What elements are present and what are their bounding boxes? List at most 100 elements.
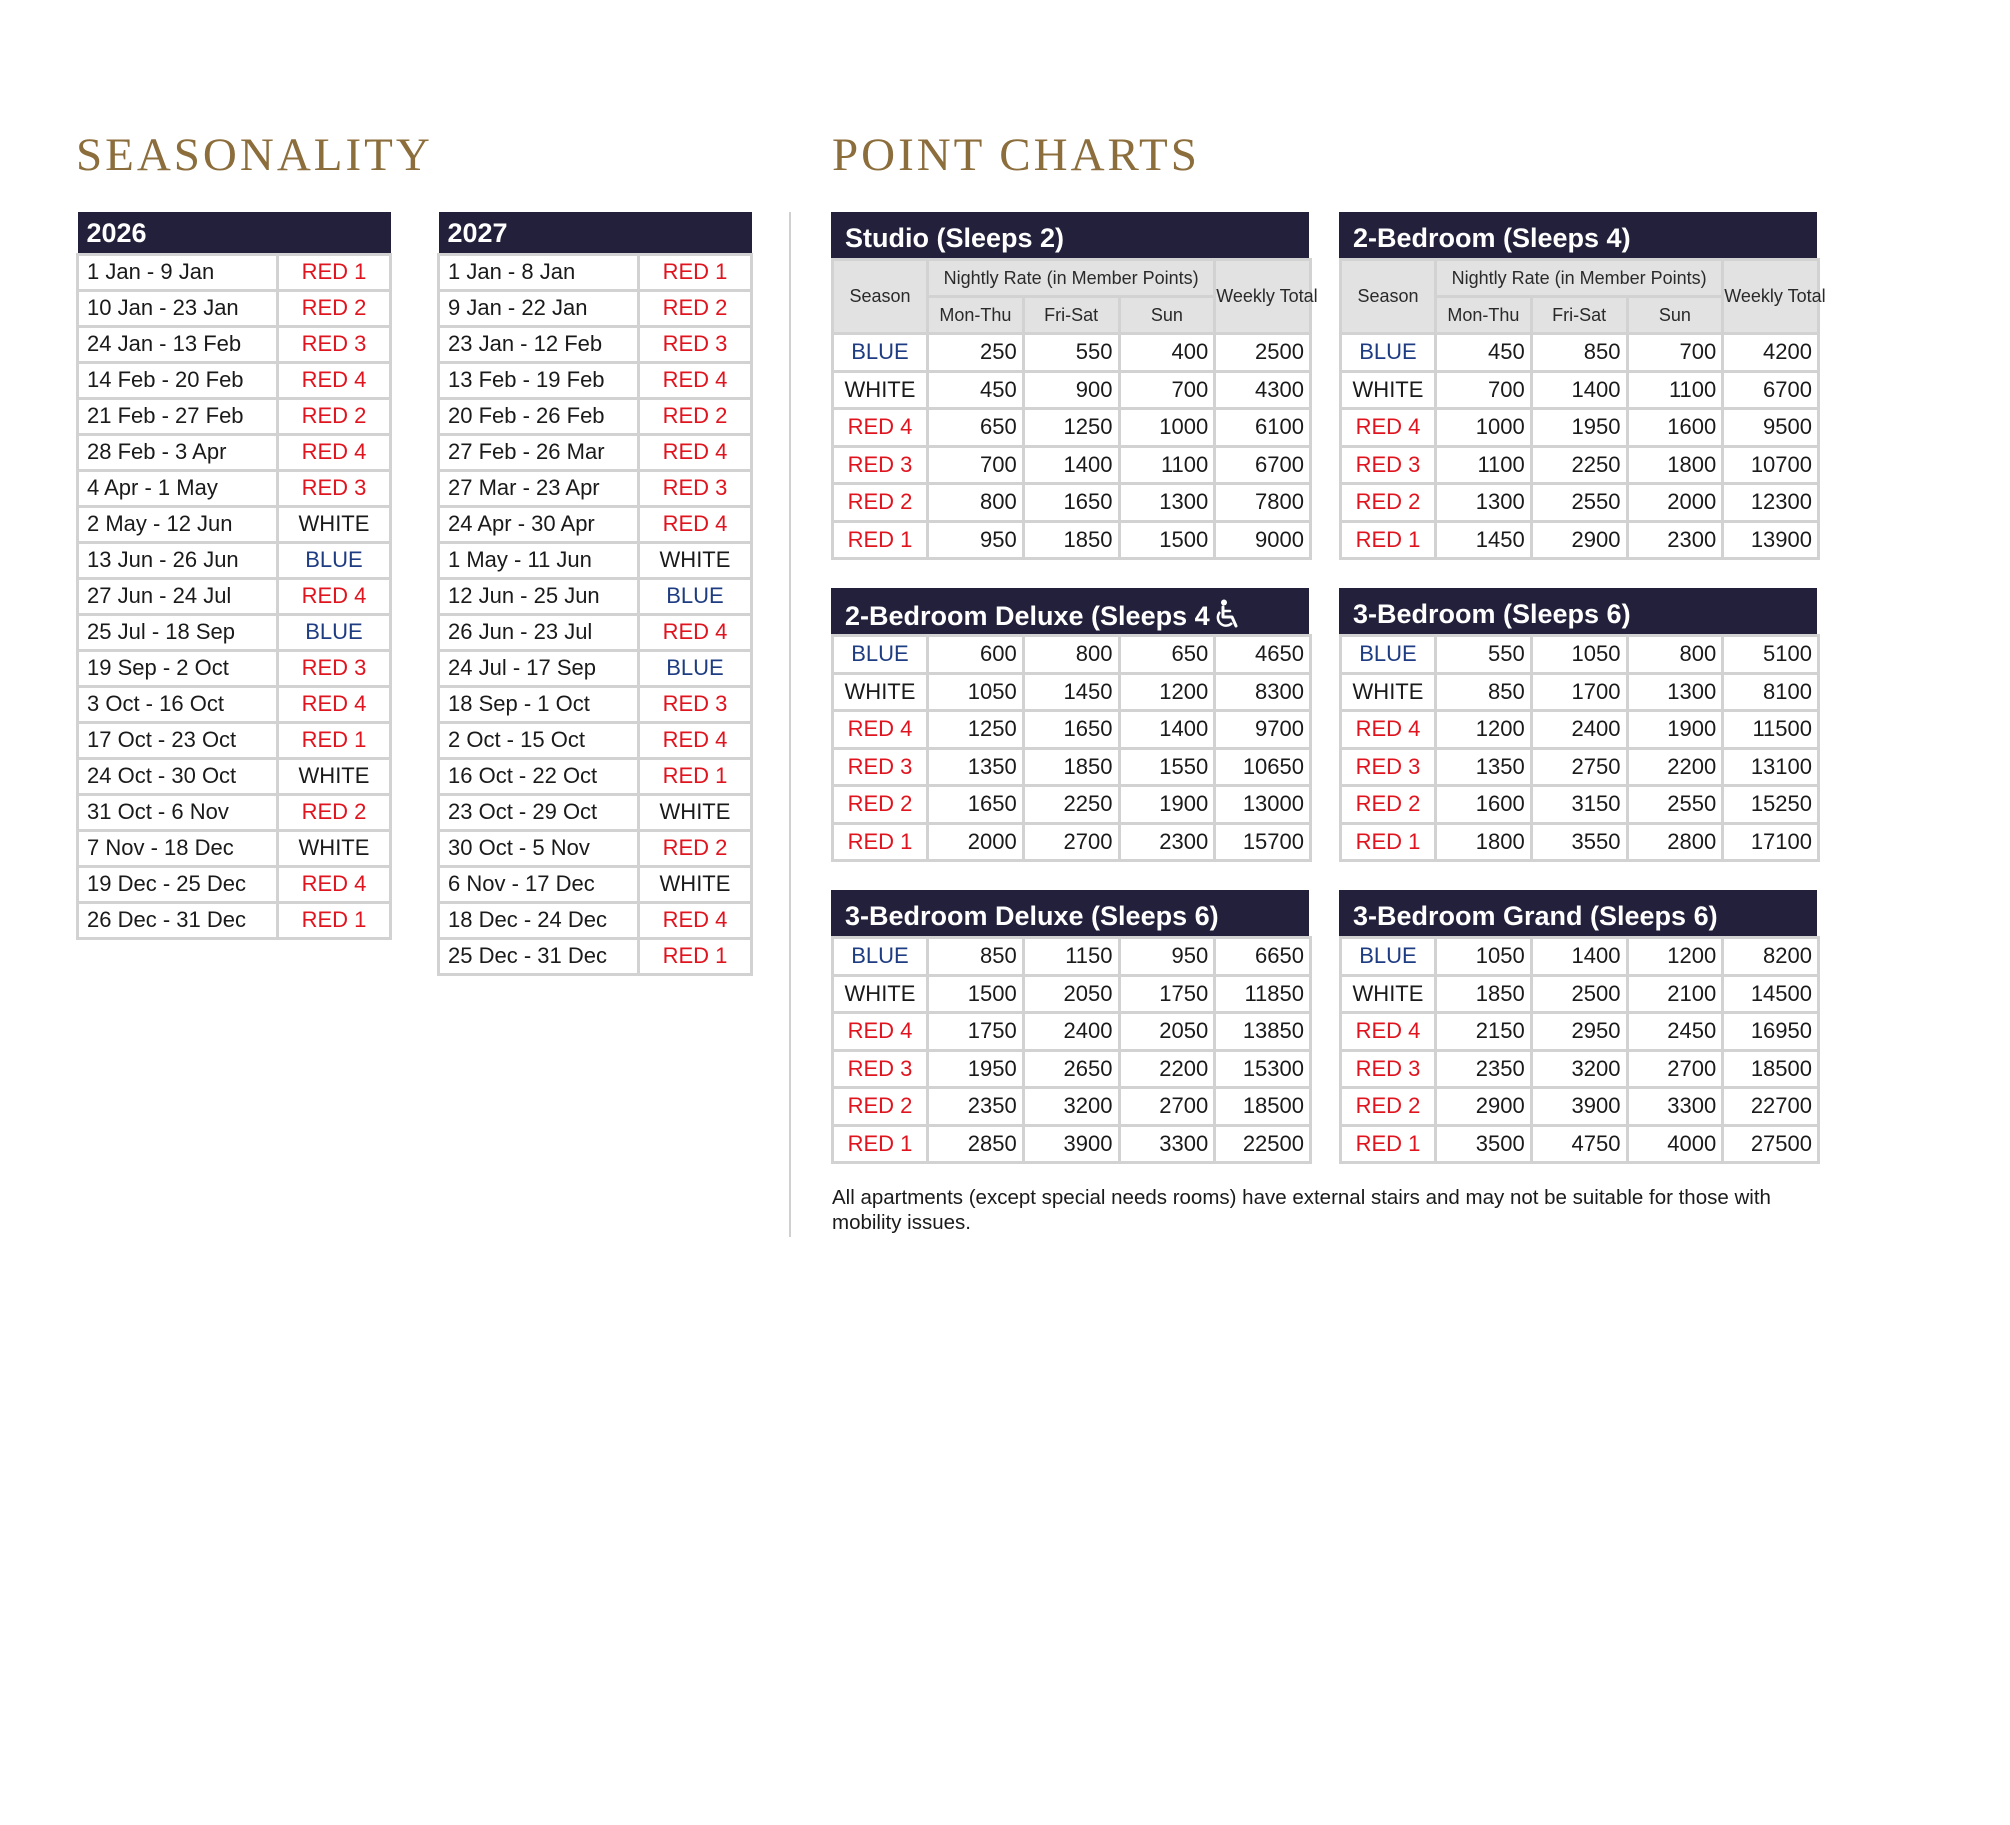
date-range: 27 Jun - 24 Jul: [76, 576, 279, 616]
weekly-total-header: Weekly Total: [1721, 258, 1826, 335]
mon-thu-points: 1100: [1434, 444, 1533, 485]
mon-thu-points: 1450: [1434, 519, 1533, 560]
fri-sat-points: 1150: [1021, 936, 1121, 977]
season-label: WHITE: [276, 504, 392, 544]
date-range: 1 Jan - 8 Jan: [437, 252, 640, 292]
season-label: RED 1: [637, 756, 753, 796]
mon-thu-points: 600: [926, 634, 1025, 675]
mon-thu-points: 250: [926, 332, 1025, 373]
points-table-body: BLUE 450 850 700 4200 WHITE 700 1400 1100 6700 RED…: [1339, 332, 1820, 560]
room-type-title-text: 2-Bedroom (Sleeps 4): [1353, 223, 1631, 253]
point-chart-panel: 2-Bedroom Deluxe (Sleeps 4 BLUE 600 800 650 4…: [831, 588, 1312, 862]
sun-points: 1300: [1117, 482, 1217, 523]
seasonality-row: 16 Oct - 22 Oct RED 1: [437, 756, 753, 796]
season-label: RED 2: [637, 288, 753, 328]
date-range: 26 Jun - 23 Jul: [437, 612, 640, 652]
fri-sat-points: 850: [1529, 332, 1629, 373]
seasonality-row: 6 Nov - 17 Dec WHITE: [437, 864, 753, 904]
points-row: BLUE 850 1150 950 6650: [831, 936, 1312, 977]
seasonality-row: 21 Feb - 27 Feb RED 2: [76, 396, 392, 436]
season-cell: RED 1: [1339, 821, 1437, 862]
weekly-total-points: 7800: [1213, 482, 1312, 523]
date-range: 17 Oct - 23 Oct: [76, 720, 279, 760]
fri-sat-points: 2700: [1021, 821, 1121, 862]
sun-points: 1500: [1117, 519, 1217, 560]
date-range: 18 Dec - 24 Dec: [437, 900, 640, 940]
points-row: RED 3 700 1400 1100 6700: [831, 444, 1312, 485]
season-cell: RED 3: [831, 746, 929, 787]
season-cell: RED 1: [831, 821, 929, 862]
sun-points: 2800: [1625, 821, 1725, 862]
mon-thu-points: 1650: [926, 784, 1025, 825]
fri-sat-header: Fri-Sat: [1529, 295, 1629, 335]
season-label: RED 3: [637, 468, 753, 508]
fri-sat-points: 4750: [1529, 1123, 1629, 1164]
points-row: RED 4 1000 1950 1600 9500: [1339, 407, 1820, 448]
season-label: RED 2: [276, 792, 392, 832]
sun-points: 4000: [1625, 1123, 1725, 1164]
point-chart-panel: 3-Bedroom Grand (Sleeps 6) BLUE 1050 1400 12…: [1339, 890, 1820, 1164]
weekly-total-points: 10650: [1213, 746, 1312, 787]
date-range: 23 Oct - 29 Oct: [437, 792, 640, 832]
season-label: RED 2: [637, 396, 753, 436]
seasonality-header: 2027: [438, 212, 752, 254]
year-label: 2027: [438, 212, 752, 254]
weekly-total-points: 18500: [1721, 1048, 1820, 1089]
seasonality-row: 4 Apr - 1 May RED 3: [76, 468, 392, 508]
season-cell: RED 2: [1339, 482, 1437, 523]
fri-sat-points: 3200: [1021, 1086, 1121, 1127]
point-chart-panel: 3-Bedroom Deluxe (Sleeps 6) BLUE 850 1150 95…: [831, 890, 1312, 1164]
mon-thu-points: 700: [1434, 369, 1533, 410]
seasonality-row: 1 Jan - 8 Jan RED 1: [437, 252, 753, 292]
season-label: RED 2: [276, 396, 392, 436]
mon-thu-points: 1600: [1434, 784, 1533, 825]
seasonality-row: 1 May - 11 Jun WHITE: [437, 540, 753, 580]
seasonality-row: 7 Nov - 18 Dec WHITE: [76, 828, 392, 868]
points-row: BLUE 1050 1400 1200 8200: [1339, 936, 1820, 977]
points-row: RED 2 1650 2250 1900 13000: [831, 784, 1312, 825]
season-cell: RED 1: [831, 1123, 929, 1164]
season-label: RED 3: [637, 324, 753, 364]
mon-thu-points: 450: [1434, 332, 1533, 373]
date-range: 1 May - 11 Jun: [437, 540, 640, 580]
seasonality-row: 12 Jun - 25 Jun BLUE: [437, 576, 753, 616]
nightly-rate-header: Nightly Rate (in Member Points): [1433, 258, 1725, 298]
season-cell: RED 1: [1339, 1123, 1437, 1164]
points-row: RED 2 1600 3150 2550 15250: [1339, 784, 1820, 825]
sun-points: 1100: [1117, 444, 1217, 485]
fri-sat-points: 3200: [1529, 1048, 1629, 1089]
season-label: RED 4: [276, 432, 392, 472]
sun-points: 3300: [1117, 1123, 1217, 1164]
date-range: 1 Jan - 9 Jan: [76, 252, 279, 292]
sun-points: 1100: [1625, 369, 1725, 410]
sun-points: 2300: [1117, 821, 1217, 862]
seasonality-row: 26 Dec - 31 Dec RED 1: [76, 900, 392, 940]
mon-thu-points: 1050: [1434, 936, 1533, 977]
date-range: 2 Oct - 15 Oct: [437, 720, 640, 760]
date-range: 24 Jan - 13 Feb: [76, 324, 279, 364]
mon-thu-points: 1300: [1434, 482, 1533, 523]
fri-sat-points: 1850: [1021, 519, 1121, 560]
sun-points: 2550: [1625, 784, 1725, 825]
date-range: 16 Oct - 22 Oct: [437, 756, 640, 796]
weekly-total-points: 22500: [1213, 1123, 1312, 1164]
seasonality-row: 2 Oct - 15 Oct RED 4: [437, 720, 753, 760]
wheelchair-icon: [1212, 599, 1240, 629]
weekly-total-points: 4300: [1213, 369, 1312, 410]
seasonality-row: 24 Oct - 30 Oct WHITE: [76, 756, 392, 796]
seasonality-row: 25 Jul - 18 Sep BLUE: [76, 612, 392, 652]
fri-sat-points: 1450: [1021, 671, 1121, 712]
points-table-body: BLUE 1050 1400 1200 8200 WHITE 1850 2500 2100 145…: [1339, 936, 1820, 1164]
seasonality-row: 24 Jan - 13 Feb RED 3: [76, 324, 392, 364]
points-row: RED 2 1300 2550 2000 12300: [1339, 482, 1820, 523]
season-label: WHITE: [276, 756, 392, 796]
date-range: 26 Dec - 31 Dec: [76, 900, 279, 940]
mon-thu-points: 650: [926, 407, 1025, 448]
date-range: 21 Feb - 27 Feb: [76, 396, 279, 436]
season-cell: RED 3: [1339, 444, 1437, 485]
season-label: RED 4: [637, 360, 753, 400]
season-cell: WHITE: [831, 973, 929, 1014]
points-table-header: Season Nightly Rate (in Member Points) Wee…: [831, 258, 1318, 335]
season-cell: RED 2: [831, 482, 929, 523]
weekly-total-points: 9500: [1721, 407, 1820, 448]
